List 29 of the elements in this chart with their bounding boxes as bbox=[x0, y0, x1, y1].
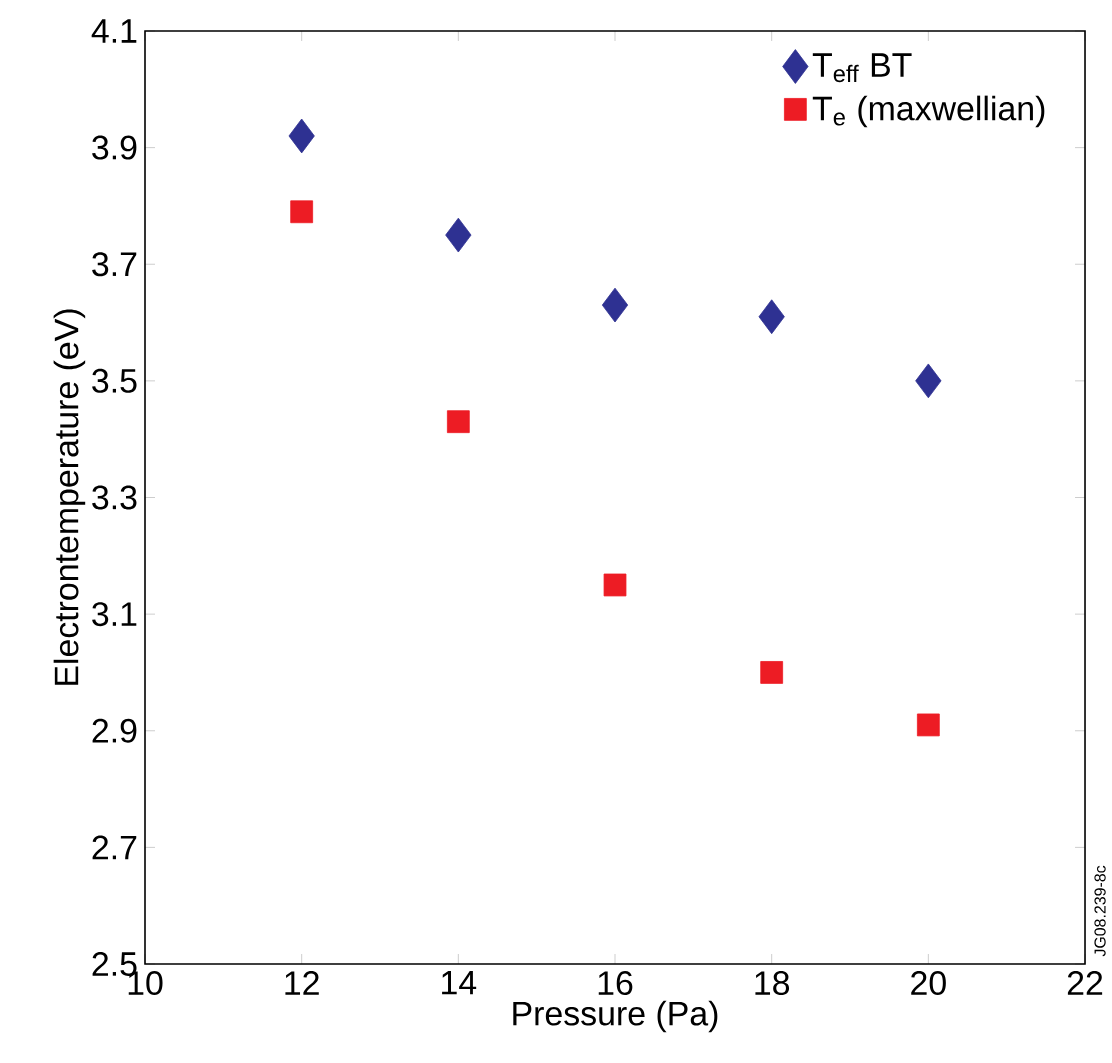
y-tick-label: 3.9 bbox=[92, 135, 137, 160]
y-tick-label: 3.5 bbox=[92, 368, 137, 393]
y-axis-title: Electrontemperature (eV) bbox=[53, 309, 86, 685]
point bbox=[290, 200, 314, 224]
point bbox=[758, 299, 785, 335]
y-tick-label: 3.3 bbox=[92, 485, 137, 510]
y-tick-label: 4.1 bbox=[91, 19, 137, 43]
point bbox=[445, 217, 472, 253]
point bbox=[288, 118, 315, 154]
legend-label: T$_{eff}$ BT bbox=[812, 53, 912, 83]
y-tick-label: 3.1 bbox=[92, 602, 137, 627]
x-tick-label: 12 bbox=[285, 971, 319, 995]
x-tick-label: 16 bbox=[598, 971, 633, 996]
text: JG08.239-8c bbox=[1094, 865, 1106, 957]
y-tick-label: 2.9 bbox=[92, 718, 137, 743]
y-tick-label: 3.7 bbox=[92, 252, 137, 277]
y-tick-label: 2.7 bbox=[92, 835, 137, 860]
point bbox=[760, 661, 784, 684]
point bbox=[916, 713, 940, 737]
x-tick-label: 14 bbox=[442, 971, 477, 995]
x-tick-label: 20 bbox=[911, 971, 946, 996]
x-tick-label: 22 bbox=[1067, 971, 1103, 995]
point bbox=[601, 287, 629, 323]
point bbox=[603, 573, 627, 597]
x-tick-label: 18 bbox=[755, 971, 790, 996]
point bbox=[915, 363, 942, 399]
x-axis-title: Pressure (Pa) bbox=[513, 1000, 718, 1033]
legend-label: T$_{e}$ (maxwellian) bbox=[812, 95, 1045, 128]
point bbox=[446, 410, 470, 434]
